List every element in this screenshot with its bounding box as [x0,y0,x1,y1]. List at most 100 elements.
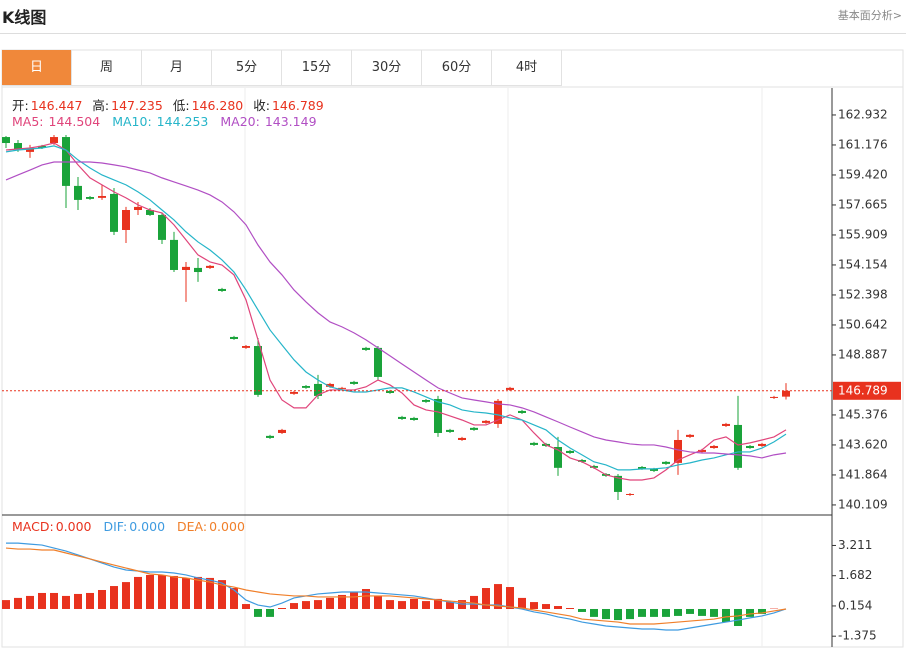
candle-body [206,265,214,268]
tab-bar: 日周月 5分 15分 30分 60分 4时 [2,50,562,86]
macd-bar [278,608,286,609]
candle-body [686,434,694,437]
candle-body [782,390,790,397]
macd-bar [734,608,742,627]
candle-body [338,387,346,389]
candle-body [710,445,718,449]
y-tick-label: 155.909 [838,227,888,241]
macd-bar [98,589,106,609]
macd-value: 0.000 [129,519,166,534]
candle-body [350,381,358,384]
macd-bar [506,587,514,609]
macd-bar [410,598,418,609]
macd-bar [398,601,406,609]
ma-legend: MA5: 144.504 MA10: 144.253 MA20: 143.149 [12,114,329,129]
macd-bar [434,598,442,609]
macd-bar [266,608,274,617]
macd-bar [590,608,598,617]
macd-bar [218,580,226,609]
tab[interactable]: 4时 [492,50,562,86]
macd-bar [674,608,682,616]
macd-label: MACD: [12,519,54,534]
y-tick-label: 162.932 [838,107,888,121]
y-tick-label: 152.398 [838,287,888,301]
ma-line [5,161,787,459]
tab[interactable]: 5分 [212,50,282,86]
macd-bar [230,588,238,609]
y-tick-label: 143.620 [838,437,888,451]
candle-body [74,185,82,200]
y-tick-label: 154.154 [838,257,888,271]
ma-label: MA20: [220,114,260,129]
title: K线图 [2,8,47,27]
candle-body [638,466,646,469]
candle-body [290,391,298,394]
macd-bar [170,575,178,609]
candle-body [146,210,154,215]
macd-bar [50,592,58,609]
tab[interactable]: 60分 [422,50,492,86]
macd-bar [578,608,586,612]
candle-body [50,137,58,144]
tab[interactable]: 30分 [352,50,422,86]
candle-body [722,423,730,426]
candle-body [254,346,262,395]
y-tick-label: 145.376 [838,407,888,421]
macd-bar [326,597,334,609]
last-price-box [833,381,901,400]
macd-value: 0.000 [55,519,92,534]
macd-bar [74,593,82,609]
macd-bar [62,595,70,609]
y-tick-label: 159.420 [838,167,888,181]
candle-body [86,197,94,199]
y-tick-label: 150.642 [838,317,888,331]
macd-bar [110,586,118,609]
ma-value: 144.253 [156,114,209,129]
macd-bar [602,608,610,620]
y-tick-label: -1.375 [838,629,877,643]
tab[interactable]: 日 [2,50,72,86]
candle-body [746,445,754,449]
macd-bar [26,595,34,609]
y-tick-label: 161.176 [838,137,888,151]
macd-bar [146,574,154,609]
y-tick-label: 3.211 [838,538,872,552]
quote-label: 开: [12,98,29,113]
candle-body [470,427,478,430]
candle-body [518,410,526,413]
macd-bar [710,608,718,617]
macd-value: 0.000 [209,519,245,534]
candle-body [566,450,574,453]
quote-value: 146.447 [30,98,83,113]
tab[interactable]: 15分 [282,50,352,86]
candle-body [122,210,130,230]
candle-body [554,446,562,468]
candle-body [434,398,442,433]
fundamental-link[interactable]: 基本面分析> [837,9,902,22]
tab[interactable]: 月 [142,50,212,86]
quote-label: 高: [92,98,110,113]
macd-bar [182,577,190,609]
macd-bar [350,591,358,609]
macd-bar [158,574,166,609]
candle-body [218,288,226,291]
macd-bar [650,608,658,617]
candle-body [386,390,394,393]
macd-bar [446,602,454,609]
candle-body [194,267,202,273]
macd-bar [722,608,730,623]
quote-label: 低: [172,98,190,113]
macd-bar [122,582,130,609]
macd-bar [614,608,622,621]
candle-body [38,145,46,148]
macd-bar [542,604,550,609]
y-tick-label: 0.154 [838,598,872,612]
macd-legend: MACD: 0.000 DIF: 0.000 DEA: 0.000 [12,519,257,534]
candle-body [698,449,706,452]
candle-body [398,416,406,419]
macd-bar [518,597,526,609]
macd-bar [566,608,574,609]
candle-body [422,400,430,402]
candle-body [482,420,490,423]
tab[interactable]: 周 [72,50,142,86]
